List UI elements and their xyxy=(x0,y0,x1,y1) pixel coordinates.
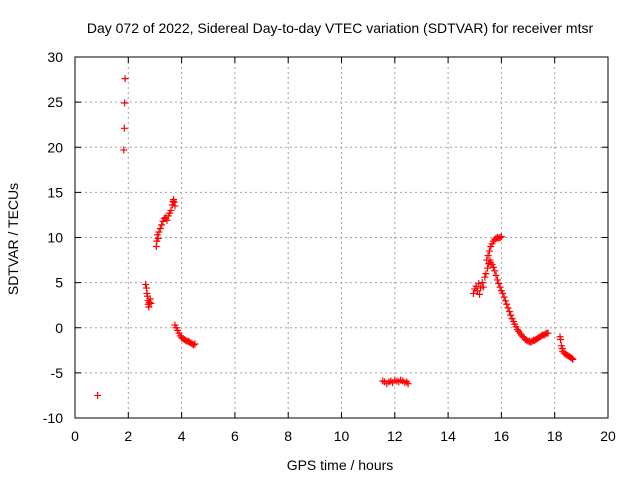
data-point xyxy=(481,273,489,281)
y-tick-label: 30 xyxy=(47,49,63,65)
data-point xyxy=(568,354,576,362)
data-point xyxy=(478,279,486,287)
data-point xyxy=(496,234,504,241)
data-point xyxy=(167,206,175,214)
data-point xyxy=(158,221,166,229)
y-tick-label: 15 xyxy=(47,184,63,200)
data-point xyxy=(569,355,577,363)
data-point xyxy=(170,198,178,206)
data-point xyxy=(504,304,512,312)
y-tick-labels: -10 -5 0 5 10 15 20 25 30 xyxy=(43,49,63,426)
data-point xyxy=(190,341,198,349)
data-point xyxy=(121,75,129,83)
y-tick-label: 10 xyxy=(47,230,63,246)
x-tick-label: 20 xyxy=(600,428,616,444)
y-tick-label: -10 xyxy=(43,410,63,426)
y-tick-label: -5 xyxy=(51,365,64,381)
grid-lines xyxy=(75,57,608,418)
data-point xyxy=(475,280,483,288)
data-point xyxy=(501,297,509,305)
x-tick-label: 2 xyxy=(124,428,132,444)
data-point xyxy=(491,267,499,275)
data-point xyxy=(503,300,511,308)
x-tick-label: 10 xyxy=(334,428,350,444)
data-point xyxy=(154,234,162,242)
x-tick-label: 0 xyxy=(71,428,79,444)
data-point xyxy=(500,293,508,301)
data-point xyxy=(557,335,565,343)
data-point xyxy=(497,233,505,241)
data-point xyxy=(495,280,503,288)
data-point xyxy=(155,228,163,236)
data-point xyxy=(156,224,164,232)
y-tick-label: 0 xyxy=(55,320,63,336)
data-point xyxy=(142,280,150,288)
data-point xyxy=(485,247,493,255)
data-point xyxy=(484,252,492,260)
data-point xyxy=(121,99,129,107)
data-point xyxy=(469,289,477,297)
data-point xyxy=(496,283,504,291)
plot-frame xyxy=(74,56,609,419)
data-points xyxy=(94,75,577,399)
x-tick-label: 16 xyxy=(494,428,510,444)
data-point xyxy=(492,271,500,279)
data-point xyxy=(171,202,179,210)
data-point xyxy=(147,299,155,307)
y-tick-label: 20 xyxy=(47,139,63,155)
x-axis-label: GPS time / hours xyxy=(287,457,394,473)
data-point xyxy=(499,289,507,297)
data-point xyxy=(505,308,513,316)
data-point xyxy=(120,146,128,154)
data-point xyxy=(120,124,128,132)
data-point xyxy=(146,295,154,303)
x-tick-label: 6 xyxy=(231,428,239,444)
y-tick-label: 5 xyxy=(55,275,63,291)
x-tick-label: 12 xyxy=(387,428,403,444)
y-tick-label: 25 xyxy=(47,94,63,110)
data-point xyxy=(163,216,171,224)
x-tick-label: 18 xyxy=(547,428,563,444)
data-point xyxy=(484,264,492,272)
data-point xyxy=(145,298,153,306)
x-tick-labels: 0 2 4 6 8 10 12 14 16 18 20 xyxy=(71,428,616,444)
x-tick-label: 8 xyxy=(284,428,292,444)
data-point xyxy=(476,290,484,298)
data-point xyxy=(483,256,491,264)
data-point xyxy=(482,270,490,278)
chart-title: Day 072 of 2022, Sidereal Day-to-day VTE… xyxy=(87,20,594,36)
data-point xyxy=(489,263,497,271)
x-tick-label: 14 xyxy=(440,428,456,444)
data-point xyxy=(544,329,552,337)
data-point xyxy=(191,340,199,348)
data-point xyxy=(94,391,102,399)
y-axis-label: SDTVAR / TECUs xyxy=(5,183,21,295)
data-point xyxy=(479,283,487,291)
data-point xyxy=(404,380,412,388)
data-point xyxy=(493,276,501,284)
data-point xyxy=(507,311,515,319)
x-tick-label: 4 xyxy=(178,428,186,444)
